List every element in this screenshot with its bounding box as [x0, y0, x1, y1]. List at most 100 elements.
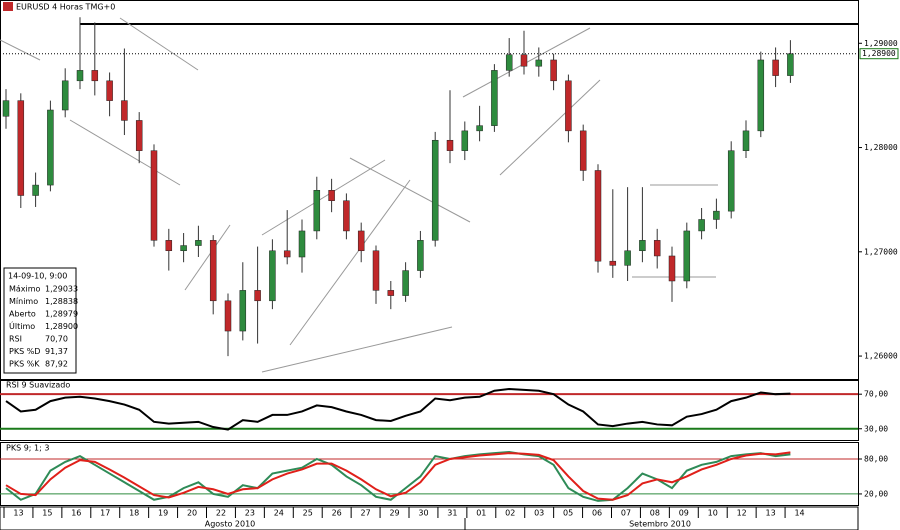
candle-body	[402, 270, 409, 296]
x-tick-label: 23	[245, 509, 255, 518]
y-tick-label: 1,29000	[864, 39, 898, 48]
candle-body	[491, 70, 498, 126]
candle-body	[520, 54, 528, 67]
candle-body	[550, 59, 557, 82]
y-tick-label: 70,00	[864, 390, 888, 399]
y-tick-label: 80,00	[864, 454, 888, 463]
y-tick-label: 1,26000	[864, 352, 898, 361]
header-title: EURUSD 4 Horas TMG+0	[16, 3, 115, 12]
candle-body	[372, 250, 380, 291]
indicator-line	[5, 451, 791, 501]
candle-body	[387, 290, 395, 296]
candle-body	[106, 80, 113, 101]
candle-body	[742, 130, 750, 151]
x-tick-label: 08	[650, 509, 660, 518]
indicator-line	[5, 387, 791, 431]
y-tick-label: 1,27000	[864, 247, 898, 256]
candle-body	[61, 80, 69, 111]
candle-body	[535, 59, 543, 67]
candle-body	[476, 125, 483, 132]
candle-body	[579, 130, 587, 171]
candle-body	[757, 59, 765, 132]
x-tick-label: 19	[158, 509, 168, 518]
x-tick-label: 09	[679, 509, 689, 518]
x-tick-label: 30	[418, 509, 428, 518]
x-tick-label: 18	[129, 509, 139, 518]
fx-icon	[3, 2, 13, 11]
last-price-box	[859, 48, 899, 60]
info-value: 91,37	[45, 347, 68, 356]
x-tick-label: 29	[389, 509, 399, 518]
candle-body	[150, 150, 158, 241]
candle-body	[357, 230, 365, 252]
candle-body	[254, 290, 261, 302]
x-tick-label: 10	[708, 509, 718, 518]
x-tick-label: 01	[476, 509, 486, 518]
candle-body	[2, 100, 10, 117]
trendlines	[0, 17, 718, 373]
y-tick-label: 1,28000	[864, 143, 898, 152]
candle-body	[609, 260, 617, 266]
x-tick-label: 15	[42, 509, 52, 518]
info-value: 1,29033	[45, 285, 78, 294]
candle-body	[224, 300, 232, 332]
info-label: Último	[9, 320, 35, 331]
last-price-label: 1,28900	[862, 49, 896, 58]
info-value: 1,28900	[45, 322, 78, 331]
info-label: Máximo	[9, 285, 41, 294]
month-label: Agosto 2010	[205, 520, 256, 529]
x-tick-label: 26	[332, 509, 342, 518]
candle-body	[505, 54, 513, 71]
x-tick-label: 24	[274, 509, 284, 518]
x-tick-label: 12	[737, 509, 747, 518]
info-value: 87,92	[45, 360, 68, 369]
candle-body	[713, 210, 720, 220]
candle-body	[32, 184, 39, 196]
x-tick-label: 13	[766, 509, 776, 518]
candle-body	[624, 250, 631, 266]
candle-body	[446, 139, 454, 151]
x-tick-label: 31	[447, 509, 457, 518]
info-value: 70,70	[45, 335, 68, 344]
candle-body	[698, 219, 705, 232]
main-panel	[0, 0, 859, 380]
x-tick-label: 25	[303, 509, 313, 518]
candle-body	[328, 190, 335, 201]
rsi-panel	[0, 380, 859, 441]
candle-body	[298, 230, 306, 258]
x-tick-label: 17	[100, 509, 110, 518]
x-tick-label: 13	[13, 509, 23, 518]
candle-body	[239, 290, 247, 332]
candle-body	[135, 120, 143, 151]
candle-body	[594, 170, 602, 262]
candle-body	[165, 240, 173, 252]
candle-body	[313, 190, 321, 232]
candle-body	[283, 250, 291, 258]
x-axis	[0, 506, 859, 530]
candle-body	[47, 109, 54, 186]
candle-body	[195, 240, 202, 246]
info-label: PKS %D	[9, 347, 40, 356]
x-tick-label: 16	[71, 509, 81, 518]
candle-body	[91, 70, 99, 82]
x-tick-label: 06	[592, 509, 602, 518]
candle-body	[787, 53, 794, 76]
x-tick-label: 07	[621, 509, 631, 518]
pks-panel	[0, 442, 859, 506]
x-tick-label: 22	[216, 509, 226, 518]
info-date: 14-09-10, 9:00	[8, 272, 67, 281]
x-tick-label: 05	[563, 509, 573, 518]
x-tick-label: 03	[534, 509, 544, 518]
panel-title: RSI 9 Suavizado	[6, 381, 70, 390]
info-label: RSI	[9, 335, 22, 344]
candle-body	[417, 240, 424, 271]
info-label: Aberto	[9, 310, 36, 319]
y-tick-label: 20,00	[864, 489, 888, 498]
candle-body	[76, 70, 84, 82]
candle-body	[121, 100, 128, 121]
info-value: 1,28838	[45, 297, 78, 306]
info-label: Mínimo	[9, 297, 38, 306]
x-tick-label: 02	[505, 509, 515, 518]
